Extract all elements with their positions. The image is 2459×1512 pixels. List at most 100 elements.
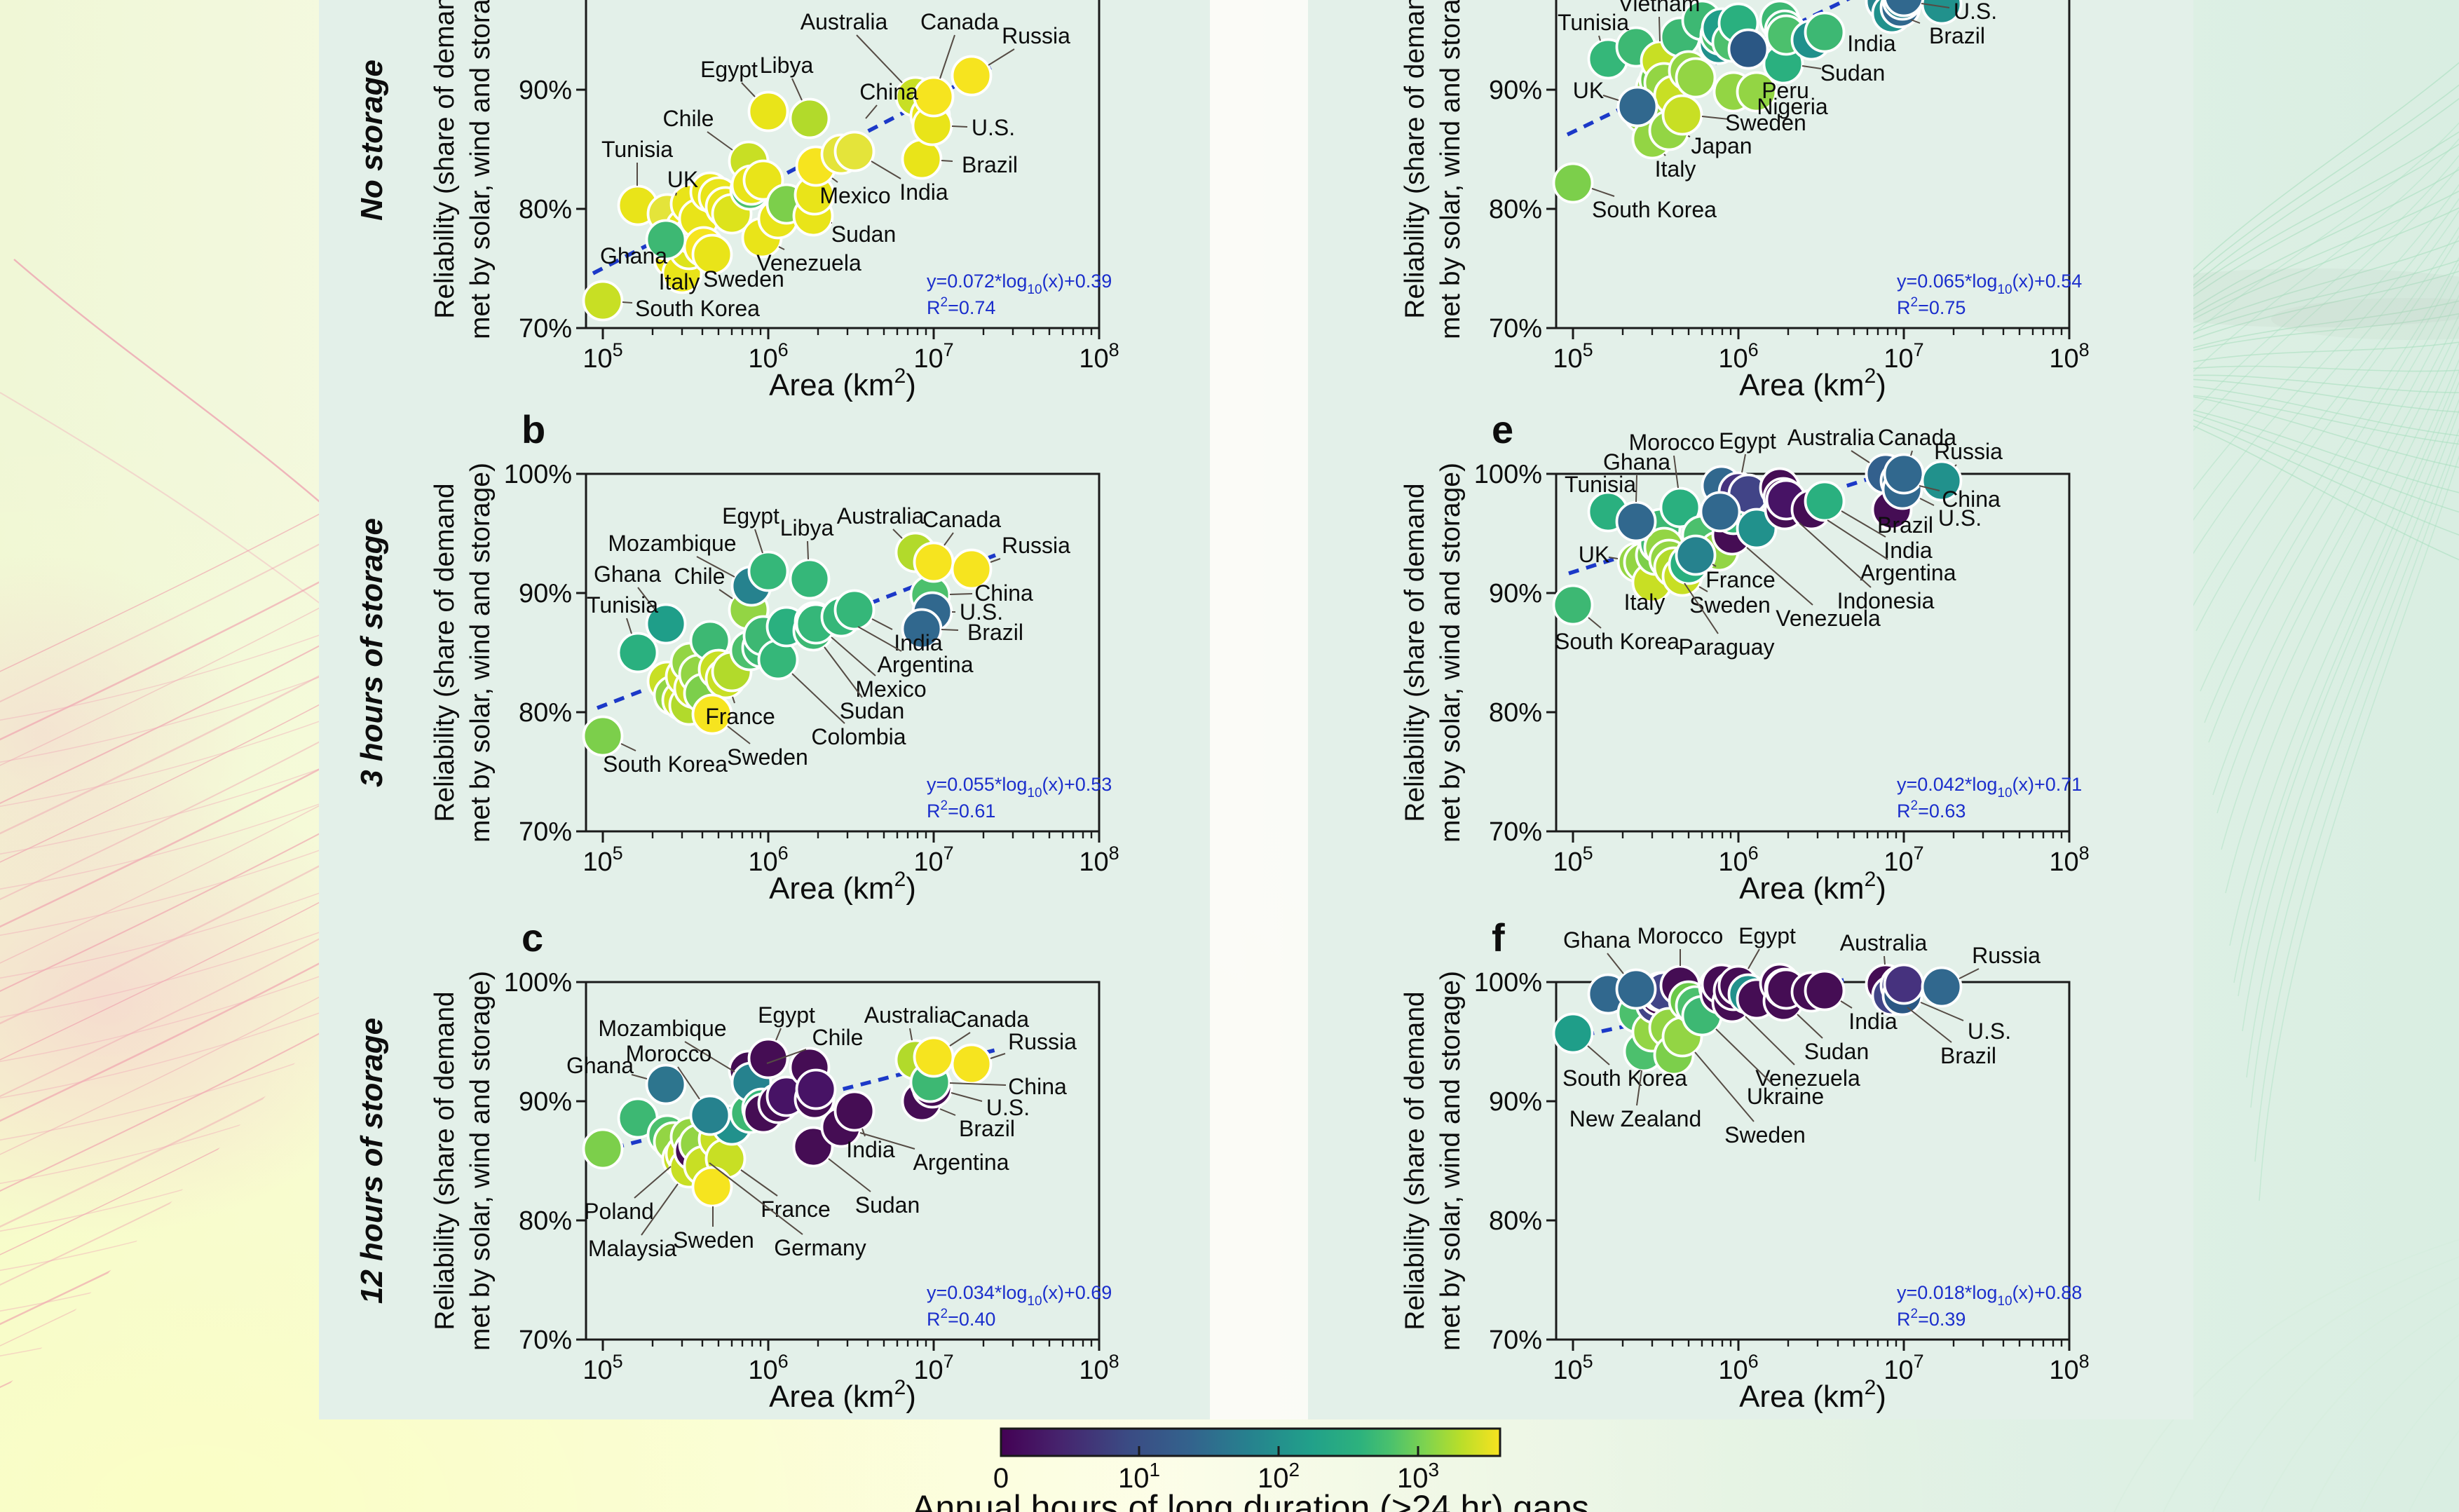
svg-text:Egypt: Egypt <box>700 57 758 82</box>
svg-text:U.S.: U.S. <box>972 115 1015 140</box>
svg-text:e: e <box>1492 407 1513 451</box>
svg-text:70%: 70% <box>519 817 572 847</box>
svg-text:b: b <box>522 407 545 451</box>
svg-text:Mozambique: Mozambique <box>608 531 736 556</box>
svg-text:China: China <box>974 580 1033 606</box>
svg-text:Area (km2): Area (km2) <box>1739 1376 1886 1414</box>
svg-text:107: 107 <box>1884 1351 1923 1385</box>
svg-text:0: 0 <box>993 1463 1009 1494</box>
svg-text:R2=0.40: R2=0.40 <box>927 1307 995 1330</box>
svg-text:U.S.: U.S. <box>960 599 1003 625</box>
svg-text:Egypt: Egypt <box>722 503 779 529</box>
svg-text:105: 105 <box>583 1351 622 1385</box>
svg-text:India: India <box>1847 31 1896 56</box>
svg-text:UK: UK <box>667 167 698 192</box>
svg-text:Argentina: Argentina <box>1860 560 1956 585</box>
svg-text:met by solar, wind and storage: met by solar, wind and storage) <box>1436 463 1466 843</box>
svg-text:Sweden: Sweden <box>727 744 808 770</box>
svg-text:90%: 90% <box>519 1087 572 1117</box>
svg-text:90%: 90% <box>519 579 572 608</box>
svg-text:U.S.: U.S. <box>1938 505 1982 531</box>
svg-text:108: 108 <box>1079 339 1119 374</box>
svg-text:Sudan: Sudan <box>1804 1039 1869 1064</box>
svg-text:Brazil: Brazil <box>1929 23 1985 48</box>
svg-text:106: 106 <box>1718 339 1758 374</box>
svg-text:Tunisia: Tunisia <box>601 137 673 162</box>
svg-text:Reliability (share of demand: Reliability (share of demand <box>430 483 460 822</box>
svg-text:Japan: Japan <box>1691 133 1752 158</box>
svg-text:90%: 90% <box>1489 1087 1542 1117</box>
svg-text:Canada: Canada <box>920 9 999 34</box>
svg-text:80%: 80% <box>1489 698 1542 728</box>
svg-text:Reliability (share of demand: Reliability (share of demand <box>1400 0 1430 319</box>
svg-text:Ghana: Ghana <box>600 243 667 268</box>
svg-text:India: India <box>894 630 943 655</box>
svg-text:100%: 100% <box>1474 968 1542 997</box>
svg-text:Sweden: Sweden <box>1689 592 1771 618</box>
svg-text:Ghana: Ghana <box>566 1053 634 1078</box>
svg-text:Tunisia: Tunisia <box>1565 472 1636 497</box>
svg-text:Germany: Germany <box>774 1235 866 1260</box>
svg-text:70%: 70% <box>1489 314 1542 343</box>
svg-text:Australia: Australia <box>864 1002 952 1028</box>
svg-text:Libya: Libya <box>780 515 834 540</box>
svg-text:Morocco: Morocco <box>626 1041 712 1066</box>
svg-text:Australia: Australia <box>801 9 888 34</box>
svg-text:Sweden: Sweden <box>1724 1122 1806 1147</box>
svg-text:70%: 70% <box>519 314 572 343</box>
svg-text:12 hours of storage: 12 hours of storage <box>355 1018 389 1304</box>
svg-text:Russia: Russia <box>1008 1029 1077 1054</box>
svg-text:3 hours of storage: 3 hours of storage <box>355 518 389 787</box>
svg-text:China: China <box>1008 1074 1067 1099</box>
svg-text:Poland: Poland <box>584 1199 654 1224</box>
svg-text:Area (km2): Area (km2) <box>1739 868 1886 906</box>
svg-text:Chile: Chile <box>674 564 726 589</box>
svg-text:Argentina: Argentina <box>913 1150 1009 1175</box>
svg-text:R2=0.61: R2=0.61 <box>927 798 995 822</box>
svg-text:90%: 90% <box>1489 76 1542 105</box>
svg-text:Brazil: Brazil <box>959 1116 1015 1141</box>
svg-text:Chile: Chile <box>812 1025 864 1050</box>
svg-text:Argentina: Argentina <box>878 652 974 677</box>
svg-text:Area (km2): Area (km2) <box>769 365 916 402</box>
svg-text:106: 106 <box>1718 1351 1758 1385</box>
svg-text:Ghana: Ghana <box>1563 927 1630 953</box>
svg-text:Ukraine: Ukraine <box>1747 1084 1824 1109</box>
svg-text:Sudan: Sudan <box>831 222 897 247</box>
svg-text:Egypt: Egypt <box>758 1002 815 1028</box>
svg-text:Annual hours of long duration: Annual hours of long duration (>24 hr) g… <box>912 1488 1589 1512</box>
svg-text:Canada: Canada <box>922 507 1001 532</box>
svg-text:Egypt: Egypt <box>1738 923 1796 948</box>
svg-text:Colombia: Colombia <box>811 724 906 749</box>
svg-text:Italy: Italy <box>1624 590 1666 615</box>
svg-text:Tunisia: Tunisia <box>1558 10 1629 35</box>
svg-text:India: India <box>899 179 948 205</box>
svg-text:80%: 80% <box>519 1206 572 1236</box>
svg-text:New Zealand: New Zealand <box>1569 1106 1702 1131</box>
svg-text:Sudan: Sudan <box>1820 60 1886 86</box>
svg-text:Peru: Peru <box>1762 78 1809 103</box>
svg-text:R2=0.63: R2=0.63 <box>1897 798 1966 822</box>
svg-text:UK: UK <box>1573 78 1604 103</box>
svg-text:UK: UK <box>1579 542 1609 567</box>
svg-text:100%: 100% <box>504 460 572 489</box>
svg-text:Indonesia: Indonesia <box>1837 588 1935 613</box>
svg-text:met by solar, wind and storage: met by solar, wind and storage) <box>1436 0 1466 339</box>
svg-text:Italy: Italy <box>659 269 700 294</box>
svg-text:Venezuela: Venezuela <box>1776 606 1881 631</box>
svg-text:70%: 70% <box>519 1326 572 1355</box>
svg-text:Morocco: Morocco <box>1637 923 1724 948</box>
svg-text:U.S.: U.S. <box>986 1095 1030 1120</box>
svg-text:100%: 100% <box>1474 460 1542 489</box>
svg-text:80%: 80% <box>1489 1206 1542 1236</box>
svg-text:Brazil: Brazil <box>1877 512 1933 538</box>
svg-text:France: France <box>1705 567 1776 592</box>
svg-text:R2=0.74: R2=0.74 <box>927 295 995 318</box>
svg-text:Mexico: Mexico <box>819 183 890 208</box>
svg-text:90%: 90% <box>1489 579 1542 608</box>
svg-text:South Korea: South Korea <box>635 296 760 321</box>
svg-text:Australia: Australia <box>1787 425 1875 450</box>
svg-text:R2=0.39: R2=0.39 <box>1897 1307 1966 1330</box>
svg-text:Nigeria: Nigeria <box>1757 94 1828 119</box>
svg-text:Reliability (share of demand: Reliability (share of demand <box>430 0 460 319</box>
